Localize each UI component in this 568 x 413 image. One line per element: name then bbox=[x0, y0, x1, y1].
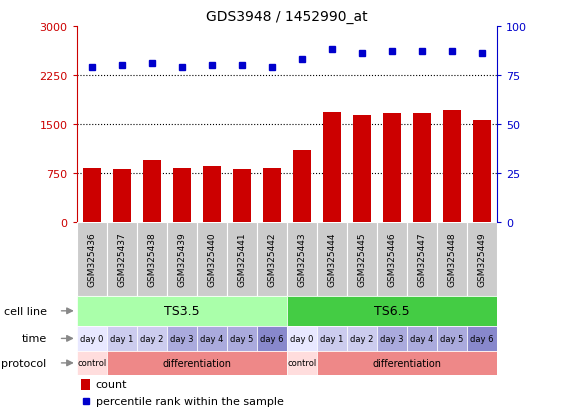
Bar bbox=[287, 326, 317, 351]
Text: day 3: day 3 bbox=[380, 334, 404, 343]
Bar bbox=[467, 326, 497, 351]
Bar bbox=[173, 169, 191, 223]
Text: day 3: day 3 bbox=[170, 334, 194, 343]
Bar bbox=[107, 326, 137, 351]
Bar bbox=[317, 351, 497, 375]
Text: GSM325436: GSM325436 bbox=[87, 232, 96, 287]
Title: GDS3948 / 1452990_at: GDS3948 / 1452990_at bbox=[206, 10, 367, 24]
Text: cell line: cell line bbox=[3, 306, 47, 316]
Bar bbox=[287, 351, 317, 375]
Bar bbox=[437, 326, 467, 351]
Bar bbox=[77, 223, 107, 296]
Bar bbox=[443, 110, 461, 223]
Text: day 4: day 4 bbox=[410, 334, 433, 343]
Bar bbox=[227, 326, 257, 351]
Text: day 0: day 0 bbox=[290, 334, 314, 343]
Text: GSM325442: GSM325442 bbox=[268, 232, 276, 286]
Text: percentile rank within the sample: percentile rank within the sample bbox=[95, 396, 283, 406]
Bar bbox=[83, 169, 101, 223]
Bar bbox=[347, 326, 377, 351]
Text: day 1: day 1 bbox=[110, 334, 133, 343]
Text: TS3.5: TS3.5 bbox=[164, 304, 199, 318]
Text: GSM325447: GSM325447 bbox=[417, 232, 427, 286]
Bar bbox=[287, 223, 317, 296]
Bar bbox=[227, 223, 257, 296]
Bar bbox=[317, 223, 347, 296]
Bar bbox=[77, 351, 107, 375]
Bar bbox=[407, 326, 437, 351]
Bar bbox=[473, 121, 491, 223]
Text: control: control bbox=[77, 358, 106, 368]
Bar bbox=[287, 296, 497, 326]
Bar bbox=[137, 326, 167, 351]
Bar bbox=[143, 161, 161, 223]
Bar bbox=[203, 167, 221, 223]
Text: GSM325440: GSM325440 bbox=[207, 232, 216, 286]
Text: day 0: day 0 bbox=[80, 334, 103, 343]
Text: protocol: protocol bbox=[1, 358, 47, 368]
Text: GSM325438: GSM325438 bbox=[147, 232, 156, 287]
Text: time: time bbox=[22, 334, 47, 344]
Text: GSM325448: GSM325448 bbox=[448, 232, 457, 286]
Text: day 6: day 6 bbox=[260, 334, 283, 343]
Text: GSM325441: GSM325441 bbox=[237, 232, 247, 286]
Bar bbox=[112, 170, 131, 223]
Bar bbox=[107, 223, 137, 296]
Bar bbox=[257, 326, 287, 351]
Bar bbox=[107, 351, 287, 375]
Bar bbox=[347, 223, 377, 296]
Bar bbox=[383, 114, 401, 223]
Text: GSM325446: GSM325446 bbox=[387, 232, 396, 286]
Bar bbox=[407, 223, 437, 296]
Text: control: control bbox=[287, 358, 316, 368]
Text: day 5: day 5 bbox=[230, 334, 253, 343]
Bar bbox=[323, 113, 341, 223]
Bar bbox=[377, 223, 407, 296]
Text: differentiation: differentiation bbox=[162, 358, 231, 368]
Bar bbox=[77, 326, 107, 351]
Text: day 5: day 5 bbox=[440, 334, 463, 343]
Bar bbox=[317, 326, 347, 351]
Bar bbox=[197, 223, 227, 296]
Text: GSM325439: GSM325439 bbox=[177, 232, 186, 287]
Bar bbox=[467, 223, 497, 296]
Text: day 2: day 2 bbox=[350, 334, 374, 343]
Text: count: count bbox=[95, 380, 127, 389]
Bar bbox=[377, 326, 407, 351]
Text: GSM325437: GSM325437 bbox=[117, 232, 126, 287]
Bar bbox=[77, 296, 287, 326]
Bar bbox=[81, 379, 90, 390]
Bar bbox=[167, 326, 197, 351]
Bar bbox=[353, 116, 371, 223]
Bar bbox=[257, 223, 287, 296]
Bar bbox=[293, 151, 311, 223]
Bar bbox=[437, 223, 467, 296]
Bar bbox=[413, 114, 431, 223]
Text: GSM325444: GSM325444 bbox=[327, 232, 336, 286]
Bar bbox=[197, 326, 227, 351]
Bar bbox=[233, 170, 251, 223]
Bar bbox=[167, 223, 197, 296]
Text: GSM325443: GSM325443 bbox=[298, 232, 306, 286]
Text: day 1: day 1 bbox=[320, 334, 344, 343]
Text: day 4: day 4 bbox=[200, 334, 223, 343]
Text: differentiation: differentiation bbox=[373, 358, 441, 368]
Text: day 2: day 2 bbox=[140, 334, 164, 343]
Text: day 6: day 6 bbox=[470, 334, 494, 343]
Bar bbox=[137, 223, 167, 296]
Text: TS6.5: TS6.5 bbox=[374, 304, 410, 318]
Bar bbox=[263, 169, 281, 223]
Text: GSM325445: GSM325445 bbox=[357, 232, 366, 286]
Text: GSM325449: GSM325449 bbox=[478, 232, 486, 286]
